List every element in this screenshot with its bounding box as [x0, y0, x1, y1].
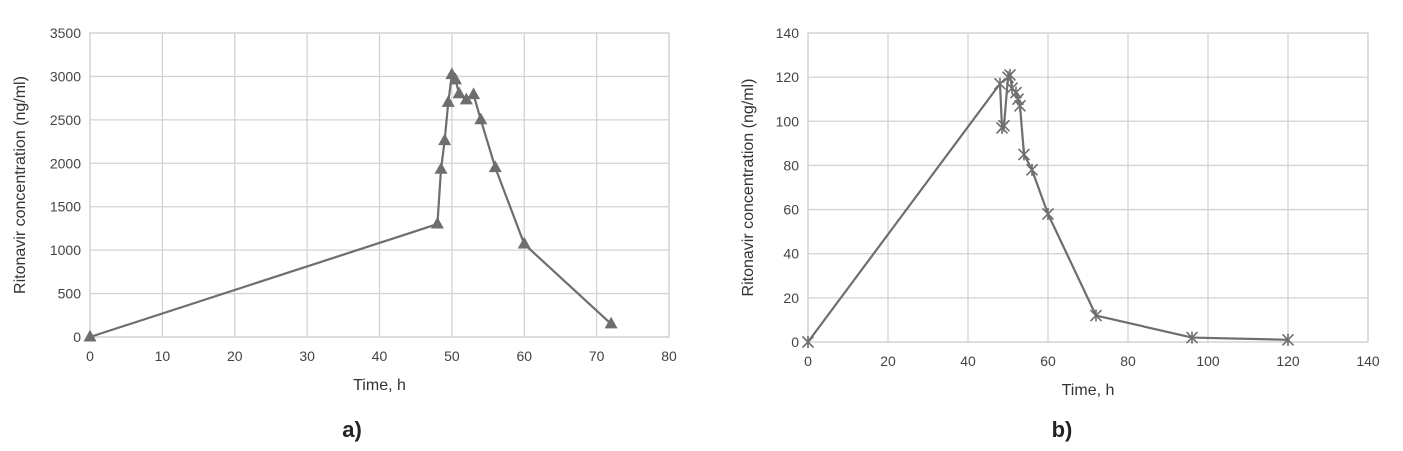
- x-tick-label: 10: [155, 348, 171, 364]
- data-point-star: [1025, 163, 1039, 176]
- data-point-triangle: [459, 92, 473, 105]
- data-point-star: [801, 335, 815, 349]
- y-tick-label: 80: [783, 157, 799, 173]
- x-tick-label: 80: [1120, 353, 1136, 369]
- data-point-triangle: [430, 216, 444, 229]
- data-point-triangle: [474, 112, 488, 125]
- data-point-triangle: [83, 329, 97, 342]
- panel-label: b): [1052, 417, 1073, 442]
- y-tick-label: 3000: [50, 68, 81, 84]
- x-tick-label: 30: [299, 348, 315, 364]
- x-axis-title: Time, h: [1062, 382, 1115, 399]
- y-tick-label: 500: [58, 286, 82, 302]
- data-point-triangle: [488, 160, 502, 173]
- series-line: [89, 73, 612, 339]
- plot-area-frame: [807, 32, 1369, 343]
- panel-label: a): [342, 417, 362, 442]
- chart-panel-b: 0 20 40 60 80 100 120 140 0 20 40 60 80 100 120 140 Time…: [740, 25, 1380, 442]
- y-tick-label: 60: [783, 202, 799, 218]
- data-point-triangle: [448, 72, 462, 85]
- chart-panel-a: 0 10 20 30 40 50 60 70 80 0 500 1000 1500 2000 2500 300…: [12, 25, 677, 442]
- x-tick-label: 20: [227, 348, 243, 364]
- y-axis-title: Ritonavir concentration (ng/ml): [740, 79, 757, 297]
- y-axis-title: Ritonavir concentration (ng/ml): [12, 76, 29, 294]
- x-tick-label: 70: [589, 348, 605, 364]
- y-tick-label: 2000: [50, 155, 81, 171]
- data-point-star: [1089, 309, 1103, 322]
- y-tick-label: 40: [783, 246, 799, 262]
- data-point-star: [1281, 333, 1295, 346]
- x-tick-label: 50: [444, 348, 460, 364]
- data-point-triangle: [517, 236, 531, 249]
- data-point-triangle: [434, 162, 448, 174]
- x-tick-label: 100: [1196, 353, 1220, 369]
- data-point-triangle: [441, 95, 455, 107]
- data-point-star: [1185, 331, 1199, 344]
- x-axis-title: Time, h: [353, 377, 406, 394]
- data-point-star: [993, 77, 1007, 90]
- x-tick-label: 80: [661, 348, 677, 364]
- y-tick-label: 100: [776, 113, 800, 129]
- data-point-star: [1013, 99, 1027, 112]
- x-tick-label: 120: [1276, 353, 1300, 369]
- data-point-star: [1041, 207, 1055, 221]
- x-tick-label: 0: [804, 353, 812, 369]
- x-tick-label: 140: [1356, 353, 1380, 369]
- data-point-star: [1003, 68, 1017, 82]
- data-point-triangle: [467, 87, 481, 100]
- x-tick-label: 60: [1040, 353, 1056, 369]
- data-point-triangle: [604, 316, 618, 329]
- x-tick-label: 40: [372, 348, 388, 364]
- y-tick-label: 2500: [50, 112, 81, 128]
- y-tick-label: 1000: [50, 242, 81, 258]
- y-tick-label: 0: [791, 334, 799, 350]
- y-tick-label: 140: [776, 25, 800, 41]
- x-tick-label: 40: [960, 353, 976, 369]
- data-point-triangle: [438, 133, 452, 146]
- y-tick-label: 3500: [50, 25, 81, 41]
- y-tick-label: 20: [783, 290, 799, 306]
- data-point-triangle: [452, 86, 466, 99]
- x-tick-label: 60: [516, 348, 532, 364]
- y-tick-label: 1500: [50, 199, 81, 215]
- y-tick-label: 120: [776, 69, 800, 85]
- data-point-star: [997, 119, 1011, 132]
- x-tick-label: 0: [86, 348, 94, 364]
- x-tick-label: 20: [880, 353, 896, 369]
- y-tick-label: 0: [73, 329, 81, 345]
- data-point-star: [1017, 148, 1031, 161]
- plot-area-frame: [89, 32, 670, 338]
